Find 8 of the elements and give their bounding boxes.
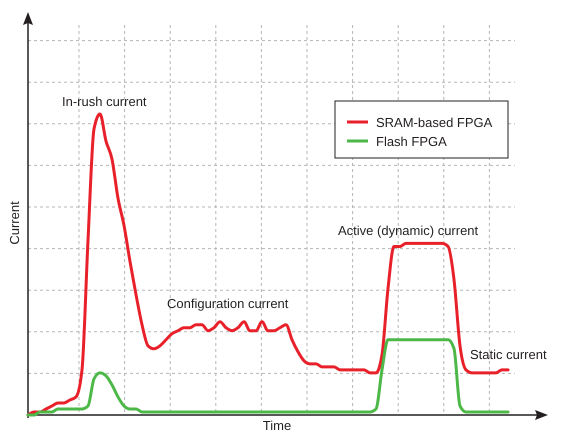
y-axis-title: Current (7, 200, 22, 245)
annotation: Active (dynamic) current (338, 223, 479, 238)
text: In-rush current (62, 94, 147, 109)
x-axis-title: Time (262, 418, 292, 433)
legend-label: Flash FPGA (376, 134, 448, 149)
annotation: Configuration current (167, 296, 289, 311)
annotation: Static current (470, 347, 547, 362)
legend-label: SRAM-based FPGA (376, 115, 493, 130)
